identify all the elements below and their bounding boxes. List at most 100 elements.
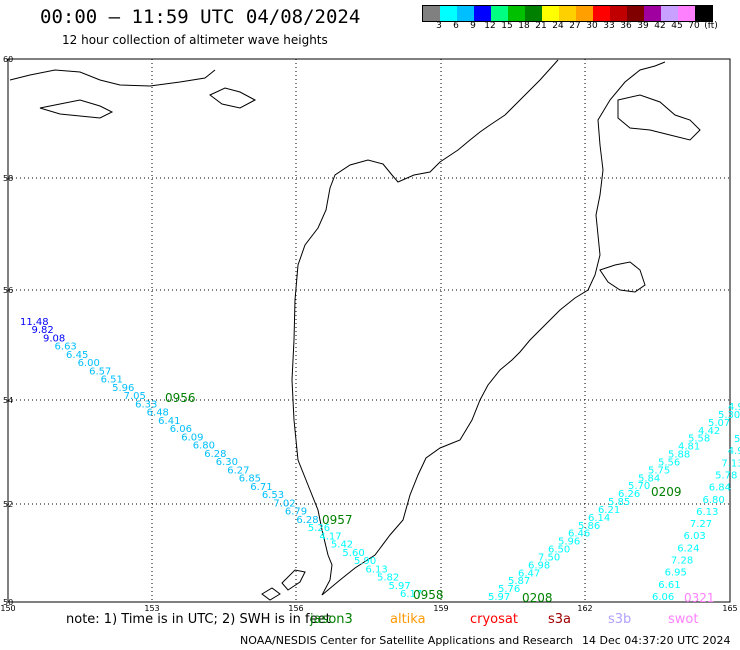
wave-height-value: 6.95 <box>665 568 687 579</box>
coastline <box>9 59 701 601</box>
wave-height-value: 6.30 <box>216 457 238 468</box>
colorbar-tick: 70 <box>688 21 700 31</box>
wave-height-value: 6.33 <box>135 399 157 410</box>
wave-height-value: 5.97 <box>388 581 410 592</box>
wave-height-value: 6.84 <box>709 483 731 494</box>
colorbar-swatch <box>491 6 508 21</box>
lon-label: 165 <box>722 604 737 613</box>
generated-date: 14 Dec 04:37:20 UTC 2024 <box>582 634 731 647</box>
wave-height-value: 6.00 <box>78 358 100 369</box>
colorbar-swatch <box>423 6 440 21</box>
wave-height-value: 6.06 <box>652 592 674 603</box>
wave-height-value: 4.81 <box>678 442 700 453</box>
colorbar-swatch <box>542 6 559 21</box>
colorbar-tick: 42 <box>654 21 666 31</box>
wave-height-value: 6.85 <box>239 474 261 485</box>
pass-time-label: 0956 <box>165 391 196 405</box>
lon-label: 162 <box>577 604 592 613</box>
colorbar-tick: 15 <box>501 21 513 31</box>
lat-label: 60 <box>3 55 13 64</box>
wave-height-value: 6.80 <box>193 441 215 452</box>
wave-height-value: 6.71 <box>250 482 272 493</box>
wave-height-value: 6.21 <box>598 505 620 516</box>
lon-label: 153 <box>144 604 159 613</box>
wave-height-value: 11.48 <box>20 317 49 328</box>
footer-note: note: 1) Time is in UTC; 2) SWH is in fe… <box>66 612 331 627</box>
pass-time-label: 0957 <box>322 513 353 527</box>
wave-height-value: 6.14 <box>588 513 610 524</box>
wave-height-value: 9.08 <box>43 333 65 344</box>
satellite-legend-s3b: s3b <box>608 612 632 627</box>
colorbar-tick: 12 <box>484 21 496 31</box>
colorbar-swatch <box>627 6 644 21</box>
wave-height-value: 6.28 <box>204 449 226 460</box>
satellite-legend-jason3: jason3 <box>310 612 353 627</box>
wave-height-value: 5.87 <box>508 576 530 587</box>
credits: NOAA/NESDIS Center for Satellite Applica… <box>240 634 574 647</box>
wave-height-value: 5.85 <box>608 497 630 508</box>
colorbar-tick: 21 <box>535 21 547 31</box>
colorbar-swatch <box>576 6 593 21</box>
wave-height-value: 6.46 <box>568 529 590 540</box>
colorbar-tick: 24 <box>552 21 564 31</box>
wave-height-value: 5.07 <box>708 418 730 429</box>
wave-height-value: 7.50 <box>538 552 560 563</box>
map-frame <box>7 58 731 603</box>
wave-height-value: 6.13 <box>696 507 718 518</box>
wave-height-value: 7.28 <box>671 556 693 567</box>
wave-height-value: 5.78 <box>715 470 737 481</box>
wave-height-value: 6.06 <box>170 424 192 435</box>
colorbar-swatch <box>610 6 627 21</box>
wave-height-value: 5.84 <box>638 473 660 484</box>
colorbar-swatch <box>525 6 542 21</box>
colorbar-tick-labels: 3 6 9 12 15 18 21 24 27 30 33 36 39 42 45 70 (ft) <box>422 21 732 33</box>
satellite-legend-s3a: s3a <box>548 612 572 627</box>
colorbar-swatch <box>559 6 576 21</box>
wave-height-value: 5.86 <box>578 521 600 532</box>
colorbar-swatch <box>508 6 525 21</box>
lat-label: 56 <box>3 286 13 295</box>
wave-height-value: 5.76 <box>498 584 520 595</box>
colorbar-swatch <box>678 6 695 21</box>
lon-label: 156 <box>288 604 303 613</box>
colorbar-tick: (ft) <box>704 21 718 31</box>
wave-height-value: 5.26 <box>308 523 330 534</box>
wave-height-value: 6.03 <box>684 531 706 542</box>
wave-height-value: 7.02 <box>273 498 295 509</box>
colorbar-tick: 9 <box>470 21 476 31</box>
wave-height-value: 6.51 <box>101 375 123 386</box>
lat-label: 58 <box>3 174 13 183</box>
colorbar-tick: 18 <box>518 21 530 31</box>
colorbar-swatch <box>457 6 474 21</box>
wave-height-colorbar <box>422 5 713 22</box>
colorbar-swatch <box>661 6 678 21</box>
colorbar-tick: 3 <box>436 21 442 31</box>
colorbar-swatch <box>593 6 610 21</box>
wave-height-value: 5.96 <box>112 383 134 394</box>
wave-height-value: 5.88 <box>668 450 690 461</box>
colorbar-tick: 45 <box>671 21 683 31</box>
pass-time-label: 0958 <box>413 588 444 602</box>
wave-height-value: 6.27 <box>227 465 249 476</box>
wave-height-value: 6.17 <box>400 589 422 600</box>
wave-height-value: 4.42 <box>698 426 720 437</box>
wave-height-value: 6.79 <box>285 507 307 518</box>
wave-height-value: 6.45 <box>66 350 88 361</box>
wave-height-value: 5.90 <box>354 556 376 567</box>
axis-labels: 150 153 156 159 162 165 60 58 56 54 52 50 <box>0 55 737 613</box>
colorbar-tick: 27 <box>569 21 581 31</box>
colorbar-tick: 36 <box>620 21 632 31</box>
lon-label: 159 <box>433 604 448 613</box>
wave-height-value: 6.26 <box>618 489 640 500</box>
satellite-legend-cryosat: cryosat <box>470 612 518 627</box>
colorbar-swatch <box>440 6 457 21</box>
lon-label: 150 <box>0 604 15 613</box>
wave-height-value: 5. <box>734 434 740 445</box>
satellite-legend-altika: altika <box>390 612 426 627</box>
pass-time-label: 0208 <box>522 591 553 605</box>
wave-height-value: 7.05 <box>124 391 146 402</box>
lat-label: 52 <box>3 500 13 509</box>
wave-height-value: 5.56 <box>658 457 680 468</box>
wave-height-value: 5.42 <box>331 540 353 551</box>
